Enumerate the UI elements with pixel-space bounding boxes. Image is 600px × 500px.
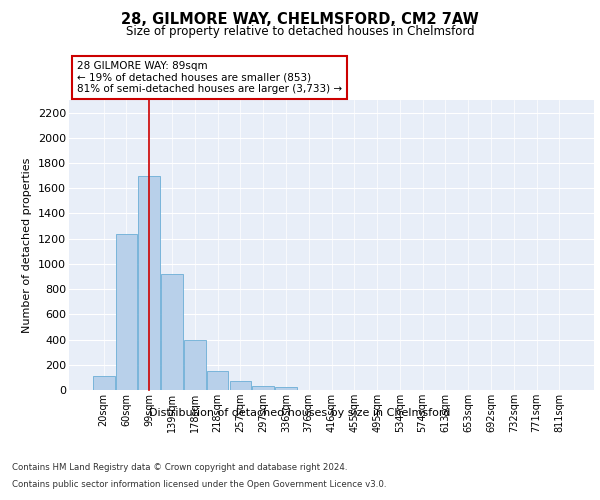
Text: Contains public sector information licensed under the Open Government Licence v3: Contains public sector information licen… xyxy=(12,480,386,489)
Bar xyxy=(253,386,274,390)
Bar xyxy=(230,381,251,390)
Text: 28, GILMORE WAY, CHELMSFORD, CM2 7AW: 28, GILMORE WAY, CHELMSFORD, CM2 7AW xyxy=(121,12,479,28)
Text: 28 GILMORE WAY: 89sqm
← 19% of detached houses are smaller (853)
81% of semi-det: 28 GILMORE WAY: 89sqm ← 19% of detached … xyxy=(77,61,342,94)
Bar xyxy=(139,176,160,390)
Bar xyxy=(207,371,229,390)
Text: Contains HM Land Registry data © Crown copyright and database right 2024.: Contains HM Land Registry data © Crown c… xyxy=(12,462,347,471)
Text: Distribution of detached houses by size in Chelmsford: Distribution of detached houses by size … xyxy=(149,408,451,418)
Bar xyxy=(116,234,137,390)
Bar xyxy=(275,387,297,390)
Bar xyxy=(184,340,206,390)
Text: Size of property relative to detached houses in Chelmsford: Size of property relative to detached ho… xyxy=(125,25,475,38)
Y-axis label: Number of detached properties: Number of detached properties xyxy=(22,158,32,332)
Bar xyxy=(161,274,183,390)
Bar xyxy=(93,376,115,390)
